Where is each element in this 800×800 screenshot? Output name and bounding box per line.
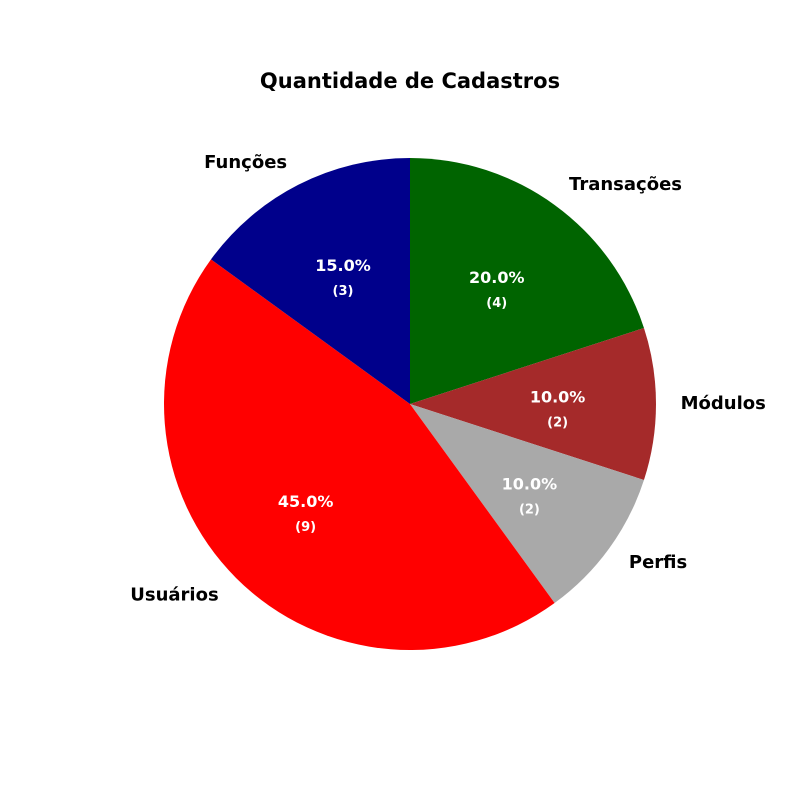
pie-slice-usuarios xyxy=(164,259,555,650)
slice-count-funcoes: (3) xyxy=(333,284,354,299)
slice-count-perfis: (2) xyxy=(519,502,540,517)
slice-percent-usuarios: 45.0% xyxy=(278,492,334,511)
slice-label-funcoes: Funções xyxy=(204,152,287,173)
slice-percent-perfis: 10.0% xyxy=(502,474,558,493)
slice-label-perfis: Perfis xyxy=(629,552,687,573)
slice-count-transacoes: (4) xyxy=(486,296,507,311)
slice-count-usuarios: (9) xyxy=(295,520,316,535)
pie-slices xyxy=(164,158,656,650)
pie-slice-funcoes xyxy=(210,158,410,404)
slice-percent-funcoes: 15.0% xyxy=(315,256,371,275)
slice-label-transacoes: Transações xyxy=(569,174,682,195)
slice-percent-modulos: 10.0% xyxy=(530,388,586,407)
pie-slice-transacoes xyxy=(410,158,644,404)
slice-label-modulos: Módulos xyxy=(681,393,766,414)
slice-percent-transacoes: 20.0% xyxy=(469,268,525,287)
slice-count-modulos: (2) xyxy=(547,416,568,431)
pie-labels: Transações 20.0% (4) Módulos 10.0% (2) Perfis 1… xyxy=(130,152,766,605)
chart-title: Quantidade de Cadastros xyxy=(260,69,560,93)
pie-slice-modulos xyxy=(410,327,656,481)
pie-slice-perfis xyxy=(410,404,644,604)
slice-label-usuarios: Usuários xyxy=(130,584,218,605)
